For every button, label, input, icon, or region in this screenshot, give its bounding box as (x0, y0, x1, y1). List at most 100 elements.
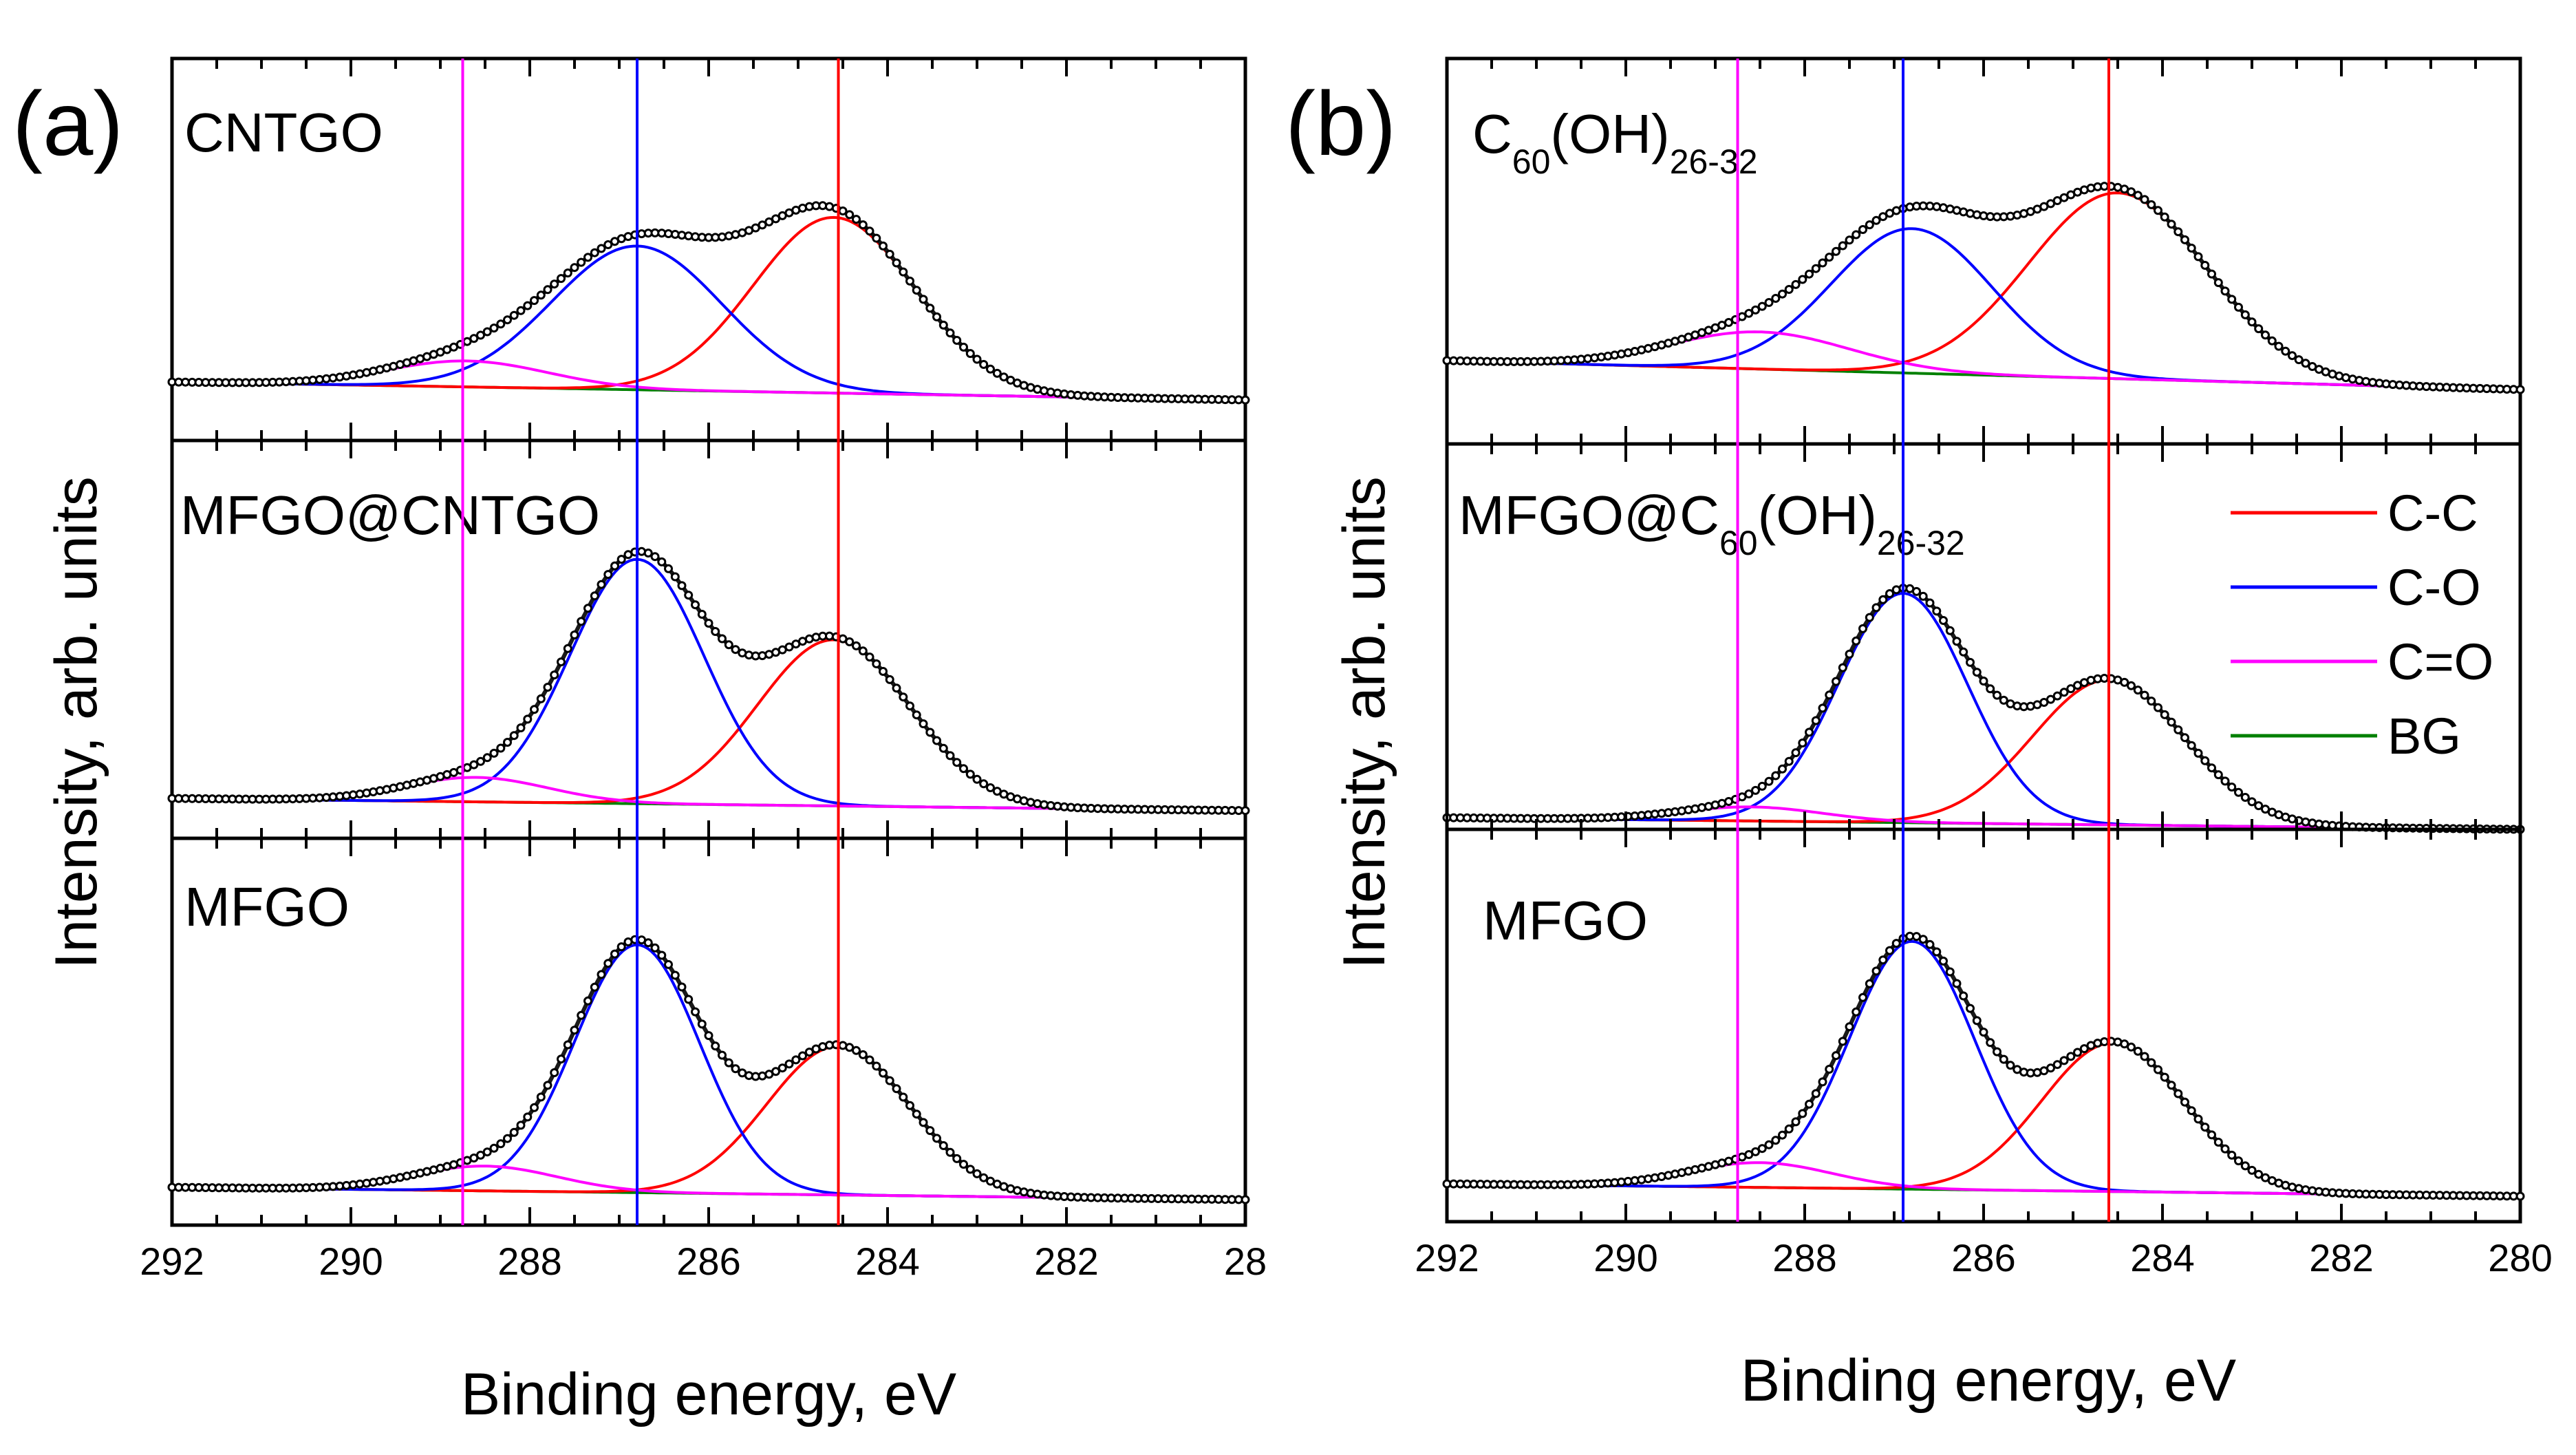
data-point (1825, 690, 1834, 700)
data-point (2200, 1123, 2210, 1132)
data-point (563, 268, 572, 278)
data-point (1993, 1047, 2001, 1056)
data-point (1798, 739, 1807, 747)
data-point (2174, 227, 2183, 237)
data-point (1939, 203, 1948, 213)
data-point (616, 942, 626, 952)
panel-b-subplot-3-data-points (1442, 931, 2525, 1201)
data-point (1878, 955, 1888, 965)
data-point (979, 779, 989, 789)
data-point (2187, 1106, 2196, 1116)
data-point (516, 1121, 526, 1130)
panel-b-y-axis-label: Intensity, arb. units (1331, 476, 1397, 968)
data-point (2133, 191, 2143, 200)
data-point (2160, 212, 2169, 222)
data-point (2234, 787, 2243, 797)
data-point (2006, 1061, 2015, 1070)
data-point (2301, 359, 2310, 368)
data-point (550, 1068, 559, 1077)
data-point (664, 959, 673, 969)
data-point (2261, 805, 2270, 814)
data-point (577, 1010, 586, 1020)
data-point (2180, 733, 2189, 743)
data-point (2187, 244, 2196, 253)
panel-b-subplot-3-peak-C-O (1446, 939, 2521, 1198)
data-point (858, 646, 868, 656)
data-point (879, 667, 888, 676)
data-point (724, 640, 733, 650)
data-point (2234, 1156, 2243, 1166)
data-point (986, 364, 995, 374)
data-point (1811, 1089, 1821, 1098)
panel-b-subplot-1: C60(OH)26-32 (1442, 56, 2525, 446)
data-point (2234, 302, 2243, 312)
panel-a-subplot-3-envelope (171, 937, 1246, 1202)
data-point (597, 970, 606, 979)
panel-b-subplot-2-peak-C-C (1446, 678, 2521, 831)
data-point (603, 570, 613, 580)
panel-a-subplot-2-peak-C-O (171, 557, 1246, 812)
data-point (912, 710, 921, 720)
data-point (2147, 697, 2156, 706)
panel-a-subplot-3-sample-label: MFGO (184, 876, 350, 937)
data-point (1241, 1195, 1250, 1204)
data-point (952, 758, 962, 767)
data-point (925, 304, 935, 313)
data-point (657, 557, 667, 566)
data-point (1871, 215, 1881, 225)
data-point (852, 1045, 861, 1055)
data-point (879, 1068, 888, 1078)
data-point (2227, 783, 2237, 792)
panel-a-subplot-2-data-points (167, 546, 1250, 816)
data-point (1757, 301, 1767, 311)
data-point (1878, 595, 1888, 604)
data-point (845, 210, 855, 220)
data-point (509, 731, 519, 741)
data-point (1986, 684, 1995, 694)
data-point (865, 1055, 874, 1065)
data-point (932, 312, 941, 321)
data-point (469, 760, 479, 769)
data-point (1912, 586, 1921, 596)
data-point (509, 310, 519, 320)
data-point (677, 982, 687, 992)
data-point (684, 995, 694, 1004)
data-point (2193, 748, 2203, 758)
data-point (1993, 690, 2001, 700)
panel-b-subplot-3-sample-label: MFGO (1483, 890, 1648, 951)
data-point (2127, 1042, 2136, 1052)
data-point (2079, 1044, 2089, 1054)
data-point (489, 748, 499, 758)
data-point (2167, 220, 2176, 229)
data-point (2200, 261, 2210, 270)
data-point (1838, 241, 1847, 251)
data-point (1858, 624, 1867, 633)
data-point (885, 1076, 894, 1085)
data-point (959, 1160, 968, 1169)
data-point (523, 1112, 533, 1122)
panel-b-subplot-2-label-oh: (OH) (1758, 485, 1877, 546)
panel-a: (a) Intensity, arb. units Binding energy… (12, 56, 1267, 1427)
panel-b-subplot-1-sample-label: C60(OH)26-32 (1472, 103, 1758, 181)
panel-b-x-axis-label: Binding energy, eV (1741, 1348, 2236, 1414)
data-point (2288, 351, 2297, 361)
data-point (597, 580, 606, 589)
data-point (852, 641, 861, 650)
panel-b-subplot-3: MFGO (1442, 827, 2525, 1224)
panel-b-subplot-3-envelope (1446, 933, 2521, 1198)
data-point (771, 1067, 780, 1076)
data-point (570, 630, 579, 639)
panel-a-label: (a) (12, 73, 123, 174)
data-point (2247, 1165, 2257, 1175)
data-point (905, 701, 914, 711)
data-point (1818, 258, 1827, 268)
data-point (2174, 1089, 2183, 1098)
data-point (1805, 728, 1814, 737)
data-point (482, 753, 492, 763)
data-point (1925, 598, 1935, 608)
panel-a-subplot-2: MFGO@CNTGO (167, 438, 1250, 840)
panel-b-x-tick-label: 284 (2130, 1236, 2194, 1279)
data-point (718, 634, 727, 644)
data-point (1771, 294, 1781, 303)
data-point (2213, 770, 2223, 780)
